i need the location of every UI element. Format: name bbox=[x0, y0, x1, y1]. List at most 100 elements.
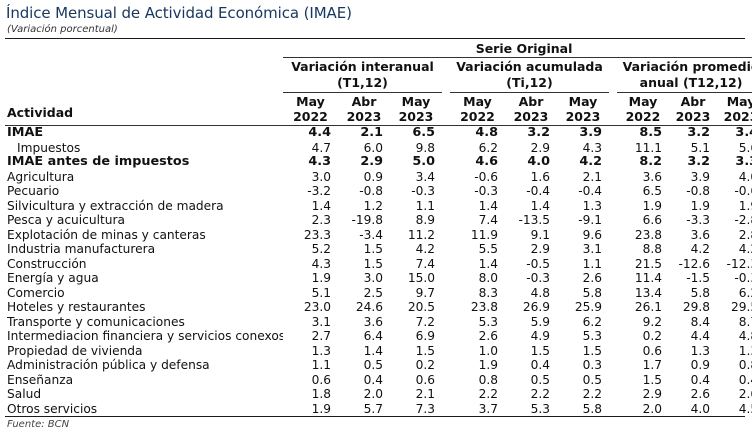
value-cell: -0.4 bbox=[526, 184, 550, 198]
value-cell: 5.1 bbox=[690, 140, 710, 155]
value-cell: 8.9 bbox=[415, 213, 435, 227]
value-cell: 4.3 bbox=[308, 155, 331, 169]
value-cell: 0.9 bbox=[363, 169, 383, 184]
value-cell: 24.6 bbox=[355, 300, 383, 314]
value-cell: 11.4 bbox=[634, 271, 662, 285]
value-cell: 4.6 bbox=[475, 155, 498, 169]
value-cell: 1.9 bbox=[642, 198, 662, 213]
value-cell: 1.1 bbox=[415, 198, 435, 213]
period-month: Abr bbox=[351, 94, 377, 109]
value-cell: -0.3 bbox=[734, 271, 752, 285]
value-cell: -0.3 bbox=[526, 271, 550, 285]
value-cell: 1.4 bbox=[363, 343, 383, 358]
value-cell: 0.4 bbox=[363, 372, 383, 387]
value-cell: 3.1 bbox=[311, 314, 331, 329]
value-cell: 2.0 bbox=[642, 401, 662, 416]
value-cell: 2.7 bbox=[311, 329, 331, 343]
group-header-interanual: Variación interanual (T1,12) bbox=[283, 57, 442, 93]
value-cell: 5.3 bbox=[582, 329, 602, 343]
value-cell: -2.8 bbox=[734, 213, 752, 227]
value-cell: 2.9 bbox=[530, 242, 550, 256]
row-label: Energía y agua bbox=[7, 271, 99, 285]
value-cell: 23.8 bbox=[634, 227, 662, 242]
value-cell: 26.9 bbox=[522, 300, 550, 314]
value-cell: 3.0 bbox=[311, 169, 331, 184]
value-cell: 8.2 bbox=[639, 155, 662, 169]
value-cell: 3.3 bbox=[735, 155, 752, 169]
value-cell: 1.9 bbox=[690, 198, 710, 213]
period-header: Abr 2023 bbox=[669, 92, 717, 126]
value-cell: 5.3 bbox=[530, 401, 550, 416]
value-cell: 4.8 bbox=[738, 329, 752, 343]
value-cell: 6.0 bbox=[363, 140, 383, 155]
value-cell: 3.6 bbox=[690, 227, 710, 242]
value-cell: 25.9 bbox=[574, 300, 602, 314]
imae-table: Serie Original Actividad Variación inter… bbox=[5, 39, 752, 416]
period-header: Abr 2023 bbox=[505, 92, 557, 126]
row-label: Otros servicios bbox=[7, 401, 98, 416]
row-label: Transporte y comunicaciones bbox=[7, 314, 185, 329]
value-cell: 3.6 bbox=[363, 314, 383, 329]
value-cell: 2.6 bbox=[478, 329, 498, 343]
table-row: Silvicultura y extracción de madera 1.4 1.… bbox=[5, 199, 752, 214]
value-cell: 1.9 bbox=[311, 271, 331, 285]
report-subtitle: (Variación porcentual) bbox=[7, 24, 118, 35]
table-row: Explotación de minas y canteras 23.3 -3.4 1… bbox=[5, 228, 752, 243]
table-row: Pecuario -3.2 -0.8 -0.3 -0.3 -0.4 -0.4 6.5 -0.8 -… bbox=[5, 184, 752, 199]
group-header-line1: Variación interanual bbox=[291, 59, 434, 74]
period-header: May 2022 bbox=[283, 92, 338, 126]
source-note: Fuente: BCN bbox=[7, 419, 70, 430]
value-cell: 6.2 bbox=[582, 314, 602, 329]
value-cell: 1.4 bbox=[311, 198, 331, 213]
value-cell: 3.2 bbox=[687, 155, 710, 169]
value-cell: 1.5 bbox=[363, 242, 383, 256]
value-cell: 0.4 bbox=[738, 372, 752, 387]
value-cell: 5.2 bbox=[311, 242, 331, 256]
value-cell: 3.4 bbox=[735, 125, 752, 140]
value-cell: 4.0 bbox=[690, 401, 710, 416]
value-cell: 1.3 bbox=[311, 343, 331, 358]
value-cell: 0.6 bbox=[415, 372, 435, 387]
value-cell: 8.3 bbox=[478, 285, 498, 300]
table-row: Administración pública y defensa 1.1 0.5 0.… bbox=[5, 358, 752, 373]
value-cell: 2.0 bbox=[363, 387, 383, 401]
value-cell: 4.2 bbox=[738, 242, 752, 256]
value-cell: 7.4 bbox=[478, 213, 498, 227]
group-header-promedio-anual: Variación promedio anual (T12,12) bbox=[617, 57, 752, 93]
value-cell: 3.9 bbox=[690, 169, 710, 184]
value-cell: -13.5 bbox=[518, 213, 550, 227]
row-label: Pesca y acuicultura bbox=[7, 213, 125, 227]
period-year: 2023 bbox=[675, 109, 711, 124]
table-header: Serie Original Actividad Variación inter… bbox=[5, 39, 752, 126]
value-cell: 4.2 bbox=[690, 242, 710, 256]
period-month: May bbox=[401, 94, 431, 109]
value-cell: 0.8 bbox=[478, 372, 498, 387]
value-cell: 13.4 bbox=[634, 285, 662, 300]
table-row: Transporte y comunicaciones 3.1 3.6 7.2 5.3 5… bbox=[5, 315, 752, 330]
value-cell: 1.0 bbox=[478, 343, 498, 358]
row-label: Pecuario bbox=[7, 184, 60, 198]
value-cell: 1.1 bbox=[311, 358, 331, 372]
period-header: May 2022 bbox=[450, 92, 505, 126]
value-cell: -3.2 bbox=[307, 184, 331, 198]
value-cell: 0.4 bbox=[690, 372, 710, 387]
value-cell: 4.2 bbox=[415, 242, 435, 256]
value-cell: 1.5 bbox=[530, 343, 550, 358]
row-label: Agricultura bbox=[7, 169, 75, 184]
value-cell: 21.5 bbox=[634, 256, 662, 271]
value-cell: 3.4 bbox=[415, 169, 435, 184]
value-cell: 6.9 bbox=[415, 329, 435, 343]
value-cell: 5.8 bbox=[690, 285, 710, 300]
period-year: 2023 bbox=[398, 109, 434, 124]
value-cell: 8.8 bbox=[642, 242, 662, 256]
value-cell: 5.9 bbox=[530, 314, 550, 329]
value-cell: 29.8 bbox=[682, 300, 710, 314]
value-cell: 1.9 bbox=[311, 401, 331, 416]
value-cell: 1.5 bbox=[415, 343, 435, 358]
row-label: Impuestos bbox=[17, 140, 81, 155]
value-cell: 5.1 bbox=[311, 285, 331, 300]
activity-column-header: Actividad bbox=[5, 57, 283, 126]
value-cell: 11.2 bbox=[407, 227, 435, 242]
